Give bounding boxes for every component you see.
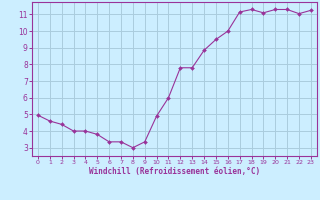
X-axis label: Windchill (Refroidissement éolien,°C): Windchill (Refroidissement éolien,°C) [89, 167, 260, 176]
